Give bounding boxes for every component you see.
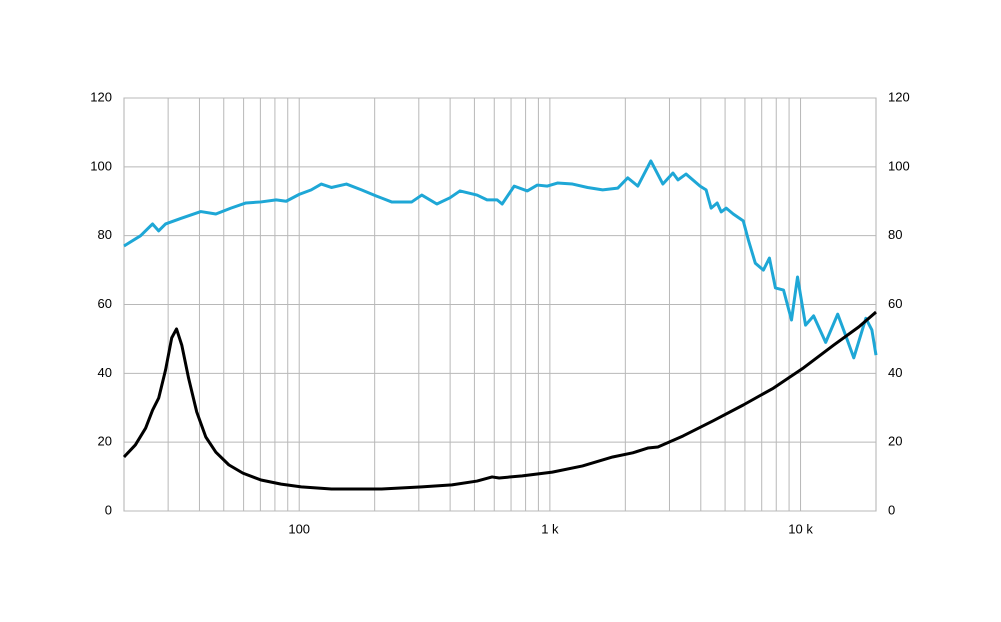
y-tick-label: 80 <box>98 227 112 242</box>
x-tick-label: 1 k <box>541 521 559 536</box>
y-tick-label: 40 <box>98 365 112 380</box>
y2-tick-label: 100 <box>888 158 910 173</box>
y2-tick-label: 120 <box>888 89 910 104</box>
y-tick-label: 120 <box>90 89 112 104</box>
x-tick-label: 100 <box>288 521 310 536</box>
y-tick-label: 60 <box>98 296 112 311</box>
x-tick-label: 10 k <box>788 521 813 536</box>
y-tick-label: 20 <box>98 434 112 449</box>
y-tick-label: 100 <box>90 158 112 173</box>
y2-tick-label: 20 <box>888 434 902 449</box>
series-line <box>123 159 878 360</box>
y2-tick-label: 40 <box>888 365 902 380</box>
y-tick-label: 0 <box>105 502 112 517</box>
y2-tick-label: 0 <box>888 502 895 517</box>
y2-tick-label: 60 <box>888 296 902 311</box>
series-line <box>122 310 877 491</box>
y2-tick-label: 80 <box>888 227 902 242</box>
